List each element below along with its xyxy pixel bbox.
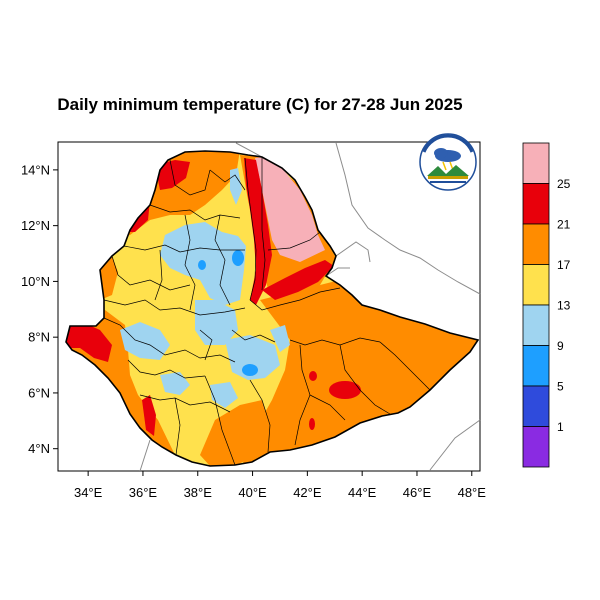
x-tick-label: 44°E (348, 485, 377, 500)
x-tick-label: 40°E (238, 485, 267, 500)
x-axis: 34°E 36°E 38°E 40°E 42°E 44°E 46°E 48°E (74, 471, 486, 500)
cold-spot-1 (232, 250, 244, 266)
zone-highland-s2 (210, 382, 238, 408)
colorbar-swatch (522, 223, 550, 265)
y-axis: 4°N 6°N 8°N 10°N 12°N 14°N (21, 162, 58, 456)
colorbar-swatch (522, 385, 550, 427)
x-tick-label: 48°E (458, 485, 487, 500)
weather-agency-logo (419, 133, 477, 191)
x-tick-label: 34°E (74, 485, 103, 500)
map-title: Daily minimum temperature (C) for 27-28 … (57, 95, 463, 114)
colorbar-swatch (522, 345, 550, 387)
zone-sw-red (142, 395, 156, 436)
colorbar-label: 25 (557, 177, 571, 191)
colorbar-swatch (522, 264, 550, 306)
x-tick-label: 46°E (403, 485, 432, 500)
colorbar-swatch (522, 183, 550, 225)
colorbar-label: 17 (557, 258, 571, 272)
zone-djibouti-border-red (262, 260, 334, 300)
zone-highland-e (270, 325, 290, 352)
colorbar-swatch (522, 304, 550, 346)
colorbar-label: 1 (557, 420, 564, 434)
colorbar-swatch (522, 142, 550, 184)
zone-east-red-spot (329, 381, 361, 399)
x-tick-label: 36°E (129, 485, 158, 500)
y-tick-label: 10°N (21, 274, 50, 289)
colorbar-swatch (522, 426, 550, 468)
zone-east-red-spot-2 (309, 371, 317, 381)
zone-gambela-red (66, 322, 112, 362)
zone-north-red (155, 160, 190, 190)
admin-boundaries (103, 157, 431, 466)
y-tick-label: 4°N (28, 441, 50, 456)
zone-highland-n2 (230, 168, 242, 205)
zone-highland-west (120, 322, 170, 360)
colorbar-label: 21 (557, 218, 571, 232)
zone-south-red-spot (309, 418, 315, 430)
zone-afar-hot (255, 157, 325, 262)
zone-south (200, 400, 268, 466)
y-tick-label: 6°N (28, 385, 50, 400)
cold-spot-3 (198, 260, 206, 270)
zone-highland-sw (160, 372, 190, 395)
colorbar-legend: 25 21 17 13 9 5 1 (522, 142, 571, 468)
y-tick-label: 14°N (21, 162, 50, 177)
zone-afar-red-strip (244, 158, 272, 305)
zone-east-spot (295, 320, 312, 342)
x-tick-label: 42°E (293, 485, 322, 500)
colorbar-label: 9 (557, 339, 564, 353)
y-tick-label: 8°N (28, 330, 50, 345)
cold-spot-2 (242, 364, 258, 376)
x-tick-label: 38°E (184, 485, 213, 500)
zone-highland-south (225, 335, 280, 380)
y-tick-label: 12°N (21, 218, 50, 233)
colorbar-label: 5 (557, 380, 564, 394)
colorbar-label: 13 (557, 299, 571, 313)
